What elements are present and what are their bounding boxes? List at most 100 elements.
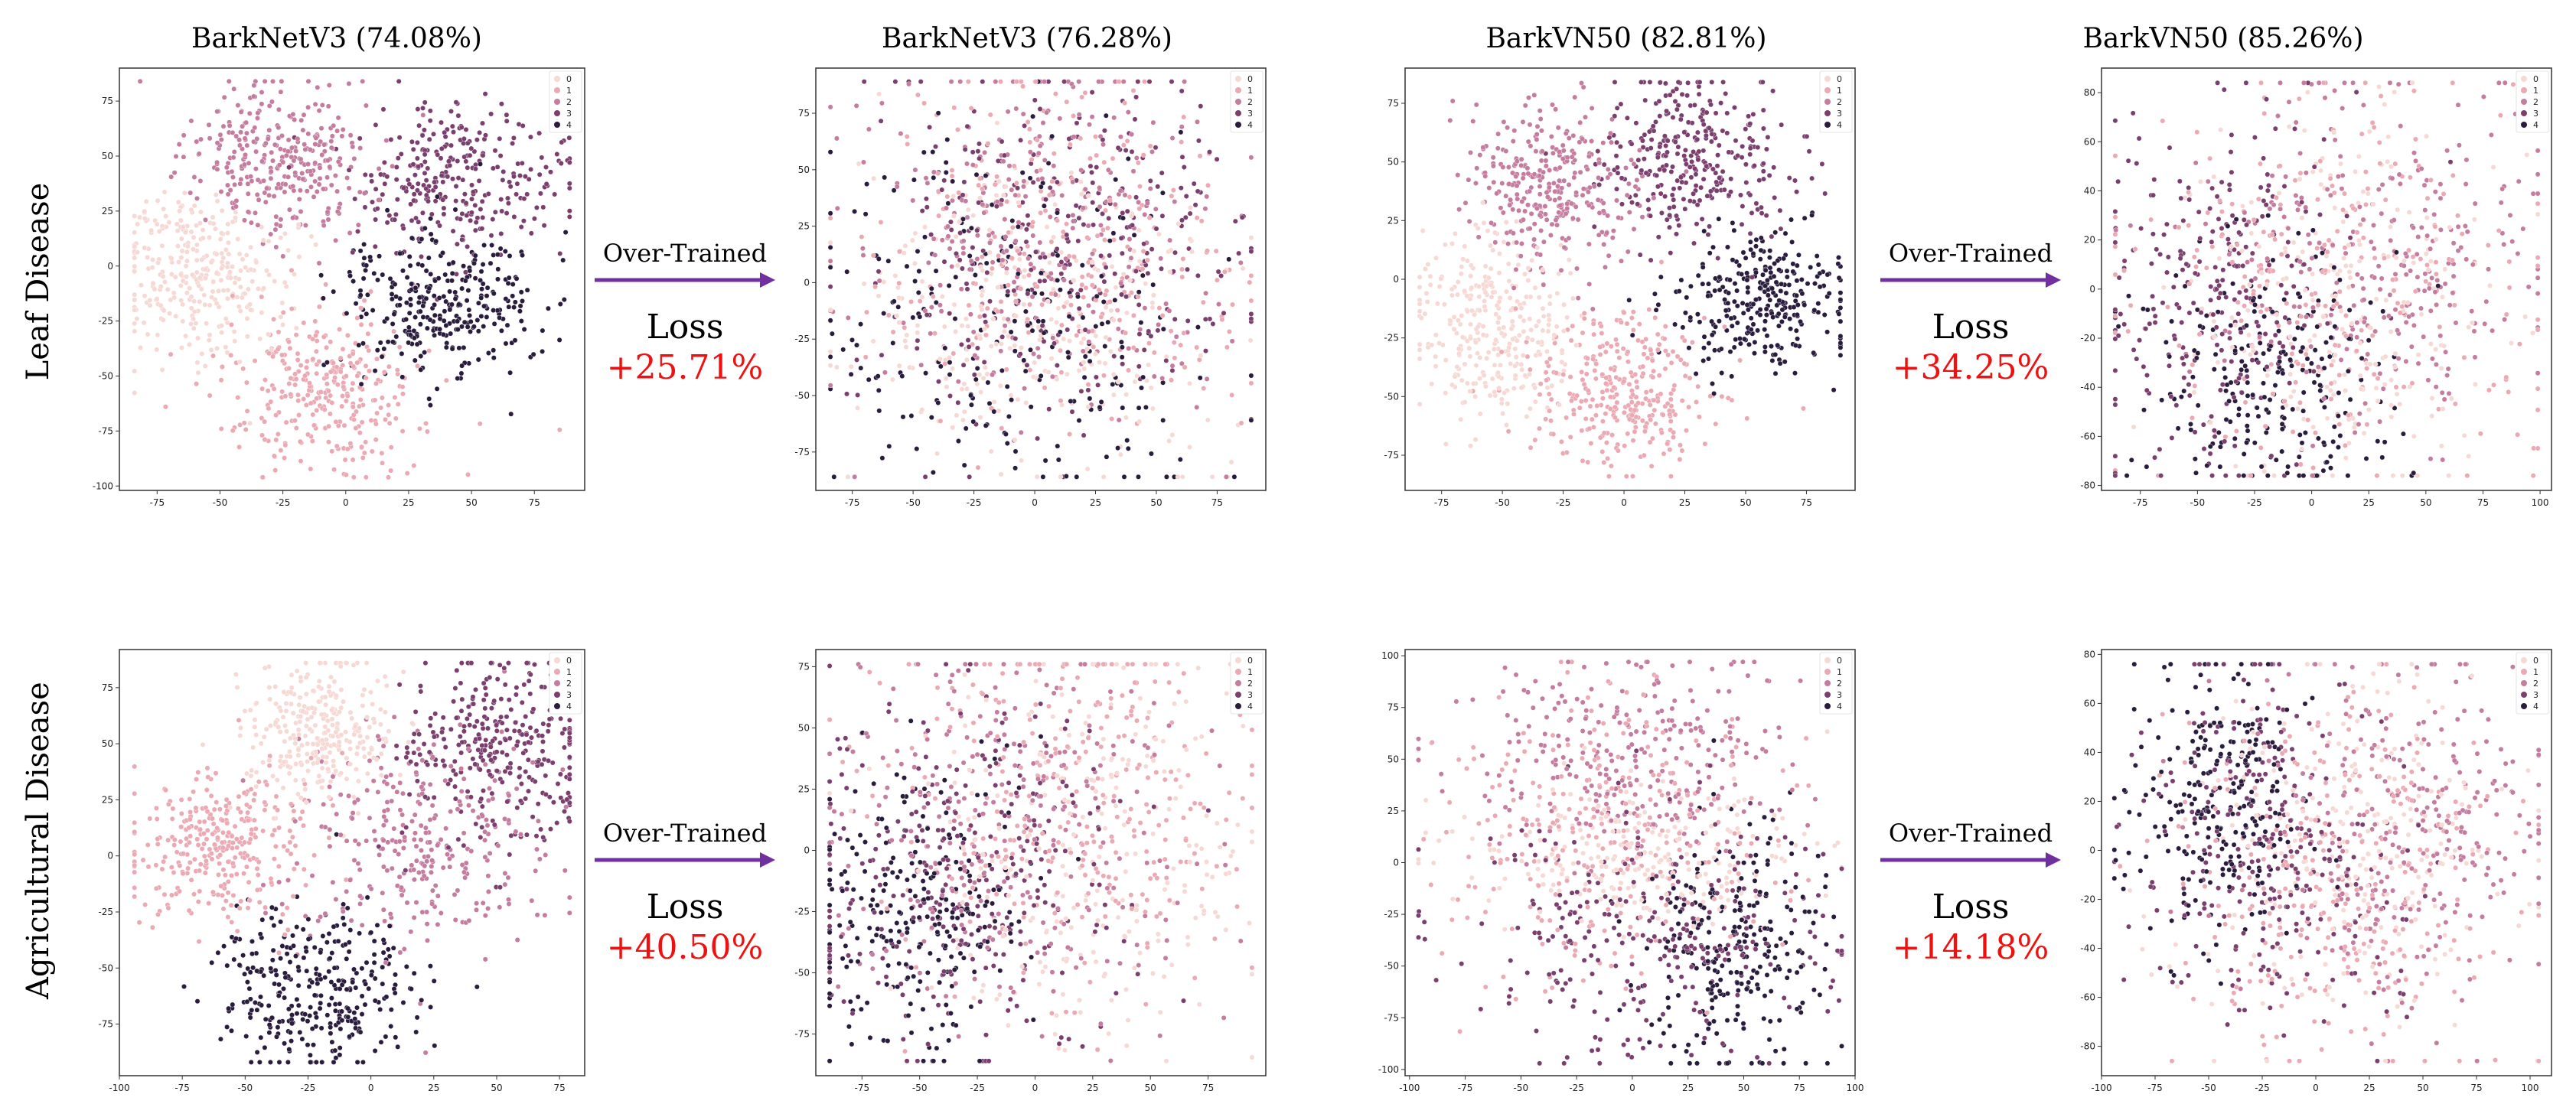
- scatter-point-class-1: [1547, 408, 1553, 414]
- scatter-point-class-0: [939, 294, 945, 299]
- scatter-point-class-1: [1567, 434, 1573, 440]
- scatter-point-class-3: [393, 211, 399, 217]
- scatter-point-class-2: [266, 127, 272, 133]
- scatter-point-class-4: [478, 161, 483, 167]
- scatter-point-class-0: [1559, 347, 1565, 353]
- scatter-point-class-2: [1541, 169, 1547, 175]
- scatter-point-class-4: [862, 211, 869, 217]
- scatter-point-class-2: [248, 174, 254, 180]
- scatter-point-class-2: [1574, 265, 1580, 272]
- scatter-point-class-3: [1094, 164, 1100, 171]
- scatter-point-class-3: [1700, 122, 1707, 128]
- scatter-point-class-4: [1248, 417, 1254, 423]
- scatter-point-class-3: [2259, 213, 2265, 220]
- scatter-point-class-4: [561, 297, 567, 302]
- scatter-point-class-1: [1583, 398, 1589, 403]
- scatter-point-class-4: [1120, 215, 1126, 221]
- scatter-point-class-4: [1008, 243, 1014, 249]
- scatter-point-class-1: [1604, 387, 1610, 393]
- scatter-point-class-0: [1189, 249, 1195, 255]
- scatter-point-class-3: [1662, 194, 1668, 200]
- scatter-point-class-4: [390, 321, 396, 327]
- scatter-point-class-0: [1482, 263, 1489, 269]
- scatter-point-class-3: [1770, 88, 1775, 94]
- scatter-point-class-1: [1178, 342, 1184, 348]
- scatter-point-class-4: [1794, 292, 1799, 298]
- scatter-point-class-0: [238, 268, 243, 274]
- scatter-point-class-0: [145, 331, 151, 337]
- scatter-point-class-4: [447, 307, 453, 313]
- scatter-point-class-0: [160, 317, 166, 323]
- scatter-point-class-3: [2272, 125, 2278, 132]
- scatter-point-class-0: [951, 193, 957, 199]
- scatter-point-class-3: [388, 137, 394, 142]
- scatter-point-class-4: [419, 262, 426, 269]
- scatter-point-class-2: [2295, 207, 2300, 213]
- scatter-point-class-4: [1799, 291, 1805, 297]
- scatter-point-class-3: [409, 217, 415, 223]
- scatter-point-class-0: [963, 316, 969, 322]
- scatter-point-class-1: [1580, 376, 1586, 383]
- scatter-point-class-3: [2285, 239, 2291, 245]
- scatter-point-class-0: [1023, 400, 1029, 405]
- scatter-point-class-2: [347, 230, 353, 236]
- scatter-point-class-4: [985, 379, 991, 386]
- scatter-point-class-3: [1046, 406, 1052, 412]
- scatter-point-class-1: [1603, 380, 1609, 386]
- scatter-point-class-4: [364, 291, 370, 298]
- scatter-point-class-3: [414, 140, 420, 145]
- scatter-point-class-1: [1679, 398, 1685, 404]
- scatter-point-class-0: [155, 332, 161, 338]
- scatter-point-class-4: [923, 370, 929, 376]
- scatter-point-class-0: [1013, 313, 1019, 319]
- scatter-point-class-1: [1548, 396, 1554, 402]
- scatter-point-class-4: [1626, 297, 1632, 303]
- scatter-point-class-0: [1433, 255, 1439, 261]
- scatter-point-class-4: [1687, 283, 1694, 289]
- scatter-point-class-3: [1037, 255, 1043, 260]
- scatter-point-class-1: [1247, 279, 1253, 285]
- scatter-point-class-2: [1031, 351, 1036, 357]
- scatter-point-class-0: [172, 274, 178, 280]
- scatter-point-class-1: [1498, 349, 1505, 355]
- scatter-point-class-3: [507, 184, 514, 190]
- scatter-point-class-1: [977, 314, 983, 320]
- scatter-point-class-4: [1025, 322, 1031, 328]
- scatter-point-class-0: [919, 294, 925, 300]
- scatter-point-class-0: [1515, 298, 1521, 304]
- scatter-point-class-2: [237, 181, 243, 187]
- scatter-point-class-0: [197, 298, 203, 304]
- scatter-point-class-4: [931, 174, 937, 181]
- scatter-point-class-2: [1525, 202, 1531, 208]
- scatter-point-class-3: [1657, 80, 1663, 86]
- scatter-point-class-0: [1483, 283, 1489, 289]
- scatter-point-class-2: [1518, 241, 1524, 246]
- scatter-point-class-0: [1018, 345, 1024, 350]
- x-tick-label: -50: [905, 497, 921, 508]
- scatter-point-class-4: [459, 285, 465, 291]
- scatter-point-class-0: [158, 302, 164, 308]
- scatter-point-class-4: [935, 400, 941, 405]
- scatter-point-class-0: [1187, 444, 1192, 450]
- scatter-point-class-2: [1494, 191, 1500, 197]
- scatter-point-class-2: [1052, 291, 1058, 298]
- scatter-point-class-3: [412, 172, 418, 178]
- scatter-point-class-4: [480, 262, 486, 267]
- scatter-point-class-4: [1795, 311, 1800, 318]
- scatter-point-class-1: [1587, 403, 1593, 409]
- scatter-point-class-0: [1527, 316, 1533, 322]
- scatter-point-class-4: [968, 402, 974, 408]
- scatter-point-class-1: [1583, 371, 1590, 377]
- scatter-point-class-0: [848, 363, 854, 370]
- scatter-point-class-1: [1665, 441, 1670, 447]
- scatter-point-class-0: [159, 223, 165, 230]
- scatter-point-class-4: [1765, 277, 1770, 283]
- scatter-point-class-2: [1607, 130, 1613, 136]
- scatter-point-class-2: [1561, 244, 1567, 250]
- scatter-point-class-4: [443, 344, 449, 350]
- scatter-point-class-1: [379, 395, 385, 401]
- scatter-point-class-4: [557, 301, 563, 307]
- scatter-point-class-3: [954, 251, 959, 256]
- scatter-point-class-4: [1104, 454, 1110, 460]
- scatter-point-class-1: [1088, 273, 1094, 279]
